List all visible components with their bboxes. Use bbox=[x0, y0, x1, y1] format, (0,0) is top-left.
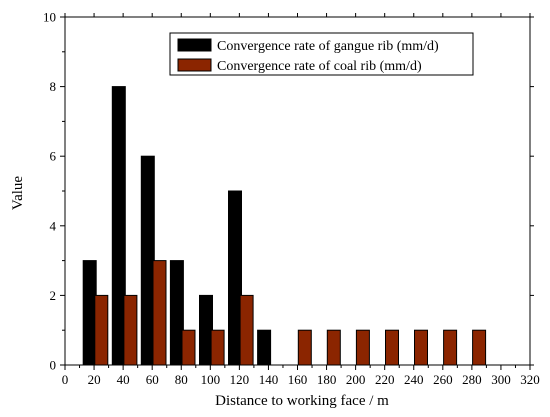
bar-series-2-point-10 bbox=[385, 329, 399, 366]
legend-label-1: Convergence rate of gangue rib (mm/d) bbox=[217, 39, 439, 54]
x-tick-label: 60 bbox=[146, 372, 159, 387]
y-tick-label: 0 bbox=[50, 358, 57, 373]
y-tick-label: 6 bbox=[50, 149, 57, 164]
x-tick-label: 40 bbox=[117, 372, 130, 387]
axes-layer: 0 20 40 60 80 100 120 140 160 180 200 220 240 260 280 3… bbox=[43, 10, 540, 388]
x-tick-label: 280 bbox=[462, 372, 482, 387]
x-axis-label: Distance to working face / m bbox=[215, 393, 389, 409]
x-tick-label: 220 bbox=[375, 372, 395, 387]
y-tick-label: 10 bbox=[43, 10, 56, 25]
y-tick-label: 4 bbox=[50, 218, 57, 233]
bar-series-2-point-5 bbox=[210, 329, 225, 366]
bar-series-1-point-2 bbox=[111, 86, 126, 366]
bars-layer bbox=[82, 86, 487, 366]
legend-box bbox=[169, 32, 474, 76]
legend-swatch-1 bbox=[177, 38, 212, 52]
bar-series-1-point-5 bbox=[199, 294, 213, 366]
bar-series-2-point-2 bbox=[123, 294, 138, 366]
y-tick-label: 2 bbox=[50, 288, 57, 303]
x-tick-label: 320 bbox=[520, 372, 540, 387]
x-tick-label: 100 bbox=[201, 372, 221, 387]
x-tick-label: 200 bbox=[346, 372, 366, 387]
bar-series-2-point-7 bbox=[297, 329, 312, 366]
x-tick-label: 180 bbox=[317, 372, 337, 387]
bar-series-2-point-4 bbox=[181, 329, 196, 366]
bar-series-1-point-3 bbox=[140, 155, 155, 366]
y-tick-label: 8 bbox=[50, 79, 57, 94]
bar-series-2-point-13 bbox=[472, 329, 487, 366]
bar-series-2-point-9 bbox=[355, 329, 370, 366]
x-tick-label: 120 bbox=[230, 372, 250, 387]
y-axis-label: Value bbox=[10, 176, 26, 210]
x-tick-label: 80 bbox=[175, 372, 188, 387]
bar-series-2-point-8 bbox=[326, 329, 341, 366]
x-tick-label: 0 bbox=[62, 372, 69, 387]
legend: Convergence rate of gangue rib (mm/d) Con… bbox=[169, 32, 474, 76]
x-tick-label: 20 bbox=[88, 372, 101, 387]
bar-series-1-point-1 bbox=[82, 260, 97, 366]
legend-swatch-2 bbox=[177, 58, 212, 72]
bar-series-1-point-6 bbox=[228, 190, 242, 366]
bar-series-2-point-3 bbox=[152, 260, 167, 366]
legend-label-2: Convergence rate of coal rib (mm/d) bbox=[217, 59, 422, 74]
bar-series-2-point-6 bbox=[239, 294, 254, 366]
bar-series-1-point-4 bbox=[169, 260, 184, 366]
x-tick-label: 260 bbox=[433, 372, 453, 387]
bar-series-2-point-11 bbox=[414, 329, 428, 366]
bar-series-2-point-1 bbox=[94, 294, 109, 366]
x-tick-label: 240 bbox=[404, 372, 424, 387]
bar-series-2-point-12 bbox=[443, 329, 458, 366]
x-tick-label: 160 bbox=[288, 372, 308, 387]
bar-series-1-point-7 bbox=[257, 329, 272, 366]
x-tick-label: 300 bbox=[491, 372, 511, 387]
x-tick-label: 140 bbox=[259, 372, 279, 387]
